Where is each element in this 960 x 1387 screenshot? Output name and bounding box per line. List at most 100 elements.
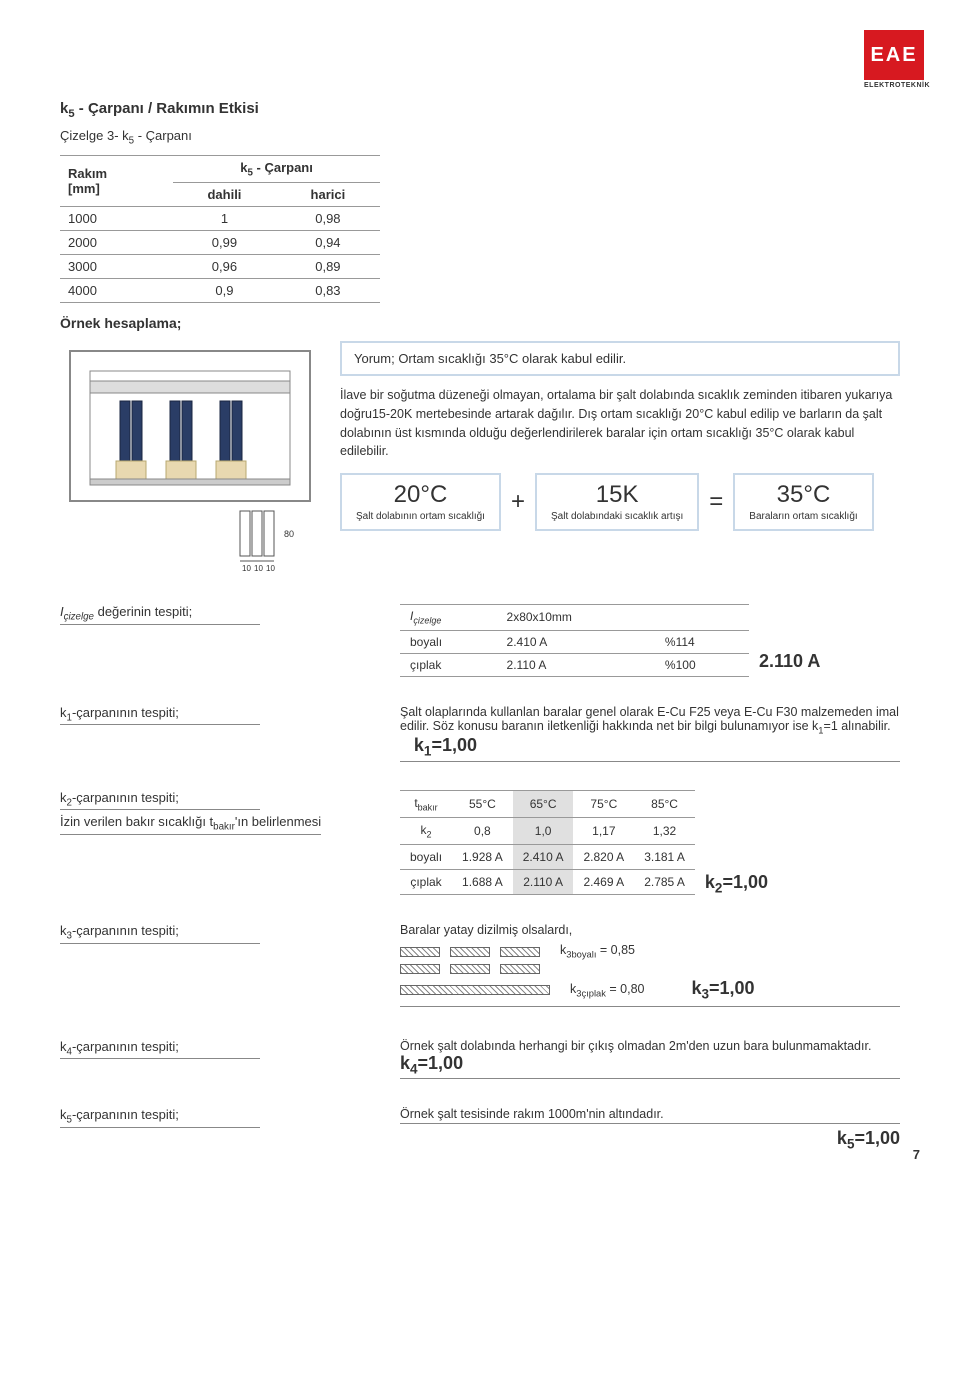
k2-right: tbakır 55°C 65°C 75°C 85°C k2 0,8 1,0 1,… [400,790,900,896]
cell: 2.820 A [573,845,634,870]
section-icizelge: Içizelge değerinin tespiti; Içizelge 2x8… [60,604,900,676]
table-row: boyalı 1.928 A 2.410 A 2.820 A 3.181 A [400,845,695,870]
example-heading: Örnek hesaplama; [60,315,900,331]
eq-a-value: 20°C [356,481,485,509]
icizelge-left: Içizelge değerinin tespiti; [60,604,380,676]
table-row: tbakır 55°C 65°C 75°C 85°C [400,790,695,817]
cell: 3.181 A [634,845,695,870]
logo-text: EAE [870,44,917,67]
svg-text:10: 10 [254,564,263,571]
k3-hatch-row2: k3çıplak = 0,80 k3=1,00 [400,978,900,1007]
section-k1: k1-çarpanının tespiti; Şalt olaplarında … [60,705,900,762]
hatch-icon [500,964,540,974]
cell: 2.110 A [513,870,574,895]
cell-dahili: 1 [173,207,276,231]
k2-table: tbakır 55°C 65°C 75°C 85°C k2 0,8 1,0 1,… [400,790,695,896]
col-rakim-unit: [mm] [68,181,100,196]
cell: boyalı [400,845,452,870]
cell-dahili: 0,96 [173,255,276,279]
col-rakim-label: Rakım [68,166,107,181]
table-row: 4000 0,9 0,83 [60,279,380,303]
page-number: 7 [913,1147,920,1162]
eq-c-label: Baraların ortam sıcaklığı [749,511,857,523]
col-dahili: dahili [173,183,276,207]
icizelge-right: Içizelge 2x80x10mm 2.110 A boyalı 2.410 … [400,604,900,676]
cell-harici: 0,83 [276,279,380,303]
rakim-table: Rakım[mm] k5 - Çarpanı dahili harici 100… [60,155,380,304]
col-k5: k5 - Çarpanı [173,155,380,183]
k1-left: k1-çarpanının tespiti; [60,705,380,762]
k5-left: k5-çarpanının tespiti; [60,1107,380,1152]
cell: 1,32 [634,818,695,845]
cell: 1.688 A [452,870,513,895]
table-row: 2000 0,99 0,94 [60,231,380,255]
table-row: k2 0,8 1,0 1,17 1,32 [400,818,695,845]
k1-result: k1=1,00 [414,735,477,755]
cell: Içizelge [400,605,497,630]
cell: 2.410 A [497,630,655,653]
table-header-row: Rakım[mm] k5 - Çarpanı [60,155,380,183]
eq-equals: = [709,488,723,516]
cell-rakim: 4000 [60,279,173,303]
section-k4: k4-çarpanının tespiti; Örnek şalt dolabı… [60,1039,900,1080]
table-row: çıplak 1.688 A 2.110 A 2.469 A 2.785 A [400,870,695,895]
eq-plus: + [511,488,525,516]
cell-rakim: 1000 [60,207,173,231]
cell-harici: 0,98 [276,207,380,231]
svg-text:10: 10 [242,564,251,571]
cell [655,605,749,630]
cell-rakim: 3000 [60,255,173,279]
table-row: 3000 0,96 0,89 [60,255,380,279]
k1-right: Şalt olaplarında kullanlan baralar genel… [400,705,900,762]
cell-rakim: 2000 [60,231,173,255]
cell: çıplak [400,870,452,895]
k4-text: Örnek şalt dolabında herhangi bir çıkış … [400,1039,871,1053]
k3-right: Baralar yatay dizilmiş olsalardı, k3boya… [400,923,900,1010]
cell: 2x80x10mm [497,605,655,630]
cell: %114 [655,630,749,653]
k3-ciplak: k3çıplak = 0,80 [570,982,644,999]
cell-dahili: 0,9 [173,279,276,303]
k5-label: k5-çarpanının tespiti; [60,1107,260,1128]
cell: 2.410 A [513,845,574,870]
cell: çıplak [400,653,497,676]
explanation-paragraph: İlave bir soğutma düzeneği olmayan, orta… [340,386,900,461]
hatch-icon [400,964,440,974]
section-k3: k3-çarpanının tespiti; Baralar yatay diz… [60,923,900,1010]
k5-text: Örnek şalt tesisinde rakım 1000m'nin alt… [400,1107,664,1121]
k2-result: k2=1,00 [705,872,768,896]
logo-subtext: ELEKTROTEKNİK [864,82,930,89]
example-right-column: Yorum; Ortam sıcaklığı 35°C olarak kabul… [340,341,900,531]
hatch-icon [400,947,440,957]
k5-result: k5=1,00 [837,1128,900,1148]
k3-boyali: k3boyalı = 0,85 [560,943,635,960]
k4-result: k4=1,00 [400,1053,463,1073]
hatch-wide-icon [400,985,550,995]
cell: tbakır [400,790,452,817]
section-heading: k5 - Çarpanı / Rakımın Etkisi [60,100,900,120]
cell: 1.928 A [452,845,513,870]
icizelge-result-cell: 2.110 A [749,605,900,676]
comment-box: Yorum; Ortam sıcaklığı 35°C olarak kabul… [340,341,900,376]
icizelge-label: Içizelge değerinin tespiti; [60,604,260,625]
temperature-equation: 20°C Şalt dolabının ortam sıcaklığı + 15… [340,473,900,531]
cell: 75°C [573,790,634,817]
example-row: 80 10 10 10 Yorum; Ortam sıcaklığı 35°C … [60,341,900,576]
cell-dahili: 0,99 [173,231,276,255]
cell: %100 [655,653,749,676]
eq-term-c: 35°C Baraların ortam sıcaklığı [733,473,873,531]
cell: 2.785 A [634,870,695,895]
k3-text: Baralar yatay dizilmiş olsalardı, [400,923,900,937]
k1-label: k1-çarpanının tespiti; [60,705,260,726]
k4-right: Örnek şalt dolabında herhangi bir çıkış … [400,1039,900,1080]
cell: 2.469 A [573,870,634,895]
table-caption: Çizelge 3- k5 - Çarpanı [60,128,900,147]
hatch-icon [500,947,540,957]
hatch-icon [450,947,490,957]
k5-right: Örnek şalt tesisinde rakım 1000m'nin alt… [400,1107,900,1152]
k4-left: k4-çarpanının tespiti; [60,1039,380,1080]
eq-a-label: Şalt dolabının ortam sıcaklığı [356,511,485,523]
cell: 0,8 [452,818,513,845]
table-row: Içizelge 2x80x10mm 2.110 A [400,605,900,630]
cell: 1,0 [513,818,574,845]
